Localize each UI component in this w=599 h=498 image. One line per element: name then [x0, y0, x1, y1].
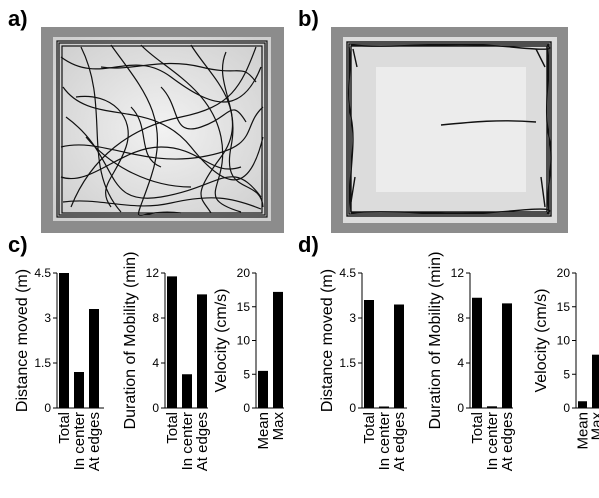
bar-d-velocity-0 — [578, 401, 587, 408]
category-label: In center — [484, 412, 501, 470]
bar-d-distance-0 — [364, 300, 374, 408]
y-tick-label: 5 — [243, 367, 250, 381]
y-axis-label: Duration of Mobility (min) — [122, 252, 139, 430]
panel-label-c: c) — [8, 232, 28, 257]
y-tick-label: 12 — [451, 266, 465, 280]
y-tick-label: 0 — [349, 401, 356, 415]
category-label: In center — [376, 412, 393, 470]
y-axis-label: Velocity (cm/s) — [533, 288, 550, 392]
category-label: Total — [469, 412, 486, 444]
bar-c-duration-0 — [167, 276, 177, 408]
y-tick-label: 8 — [457, 311, 464, 325]
category-label: Total — [164, 412, 181, 444]
arena-track-b — [343, 37, 557, 223]
category-label: Max — [270, 412, 287, 441]
category-label: At edges — [86, 412, 103, 471]
category-label: At edges — [499, 412, 516, 471]
category-label: Mean — [575, 412, 592, 450]
bar-c-distance-0 — [59, 273, 69, 408]
bar-d-duration-1 — [487, 406, 497, 408]
y-tick-label: 0 — [457, 401, 464, 415]
y-tick-label: 1.5 — [339, 356, 356, 370]
y-tick-label: 10 — [237, 334, 251, 348]
bar-d-distance-1 — [379, 406, 389, 408]
category-label: At edges — [391, 412, 408, 471]
bar-c-distance-2 — [89, 309, 99, 408]
y-tick-label: 0 — [563, 401, 570, 415]
category-label: Mean — [255, 412, 272, 450]
category-label: Max — [589, 412, 599, 441]
bar-d-duration-0 — [472, 297, 482, 408]
y-tick-label: 5 — [563, 367, 570, 381]
track-lines — [56, 40, 268, 218]
bar-d-velocity-1 — [592, 354, 599, 408]
bar-c-distance-1 — [74, 372, 84, 408]
panel-label-d: d) — [298, 232, 319, 257]
y-tick-label: 12 — [146, 266, 160, 280]
category-label: Total — [361, 412, 378, 444]
bar-c-duration-2 — [197, 294, 207, 408]
y-tick-label: 8 — [152, 311, 159, 325]
y-tick-label: 15 — [557, 300, 571, 314]
arena-image-a — [41, 27, 284, 233]
y-tick-label: 10 — [557, 334, 571, 348]
y-tick-label: 1.5 — [34, 356, 51, 370]
y-tick-label: 20 — [557, 266, 571, 280]
y-tick-label: 4 — [457, 356, 464, 370]
y-tick-label: 3 — [44, 311, 51, 325]
y-tick-label: 4 — [152, 356, 159, 370]
panel-label-a: a) — [8, 6, 28, 31]
arena-track-a — [53, 37, 271, 221]
bar-d-duration-2 — [502, 303, 512, 408]
category-label: Total — [56, 412, 73, 444]
category-label: In center — [71, 412, 88, 470]
category-label: At edges — [194, 412, 211, 471]
category-label: In center — [179, 412, 196, 470]
y-tick-label: 0 — [44, 401, 51, 415]
y-axis-label: Velocity (cm/s) — [213, 288, 230, 392]
y-axis-label: Duration of Mobility (min) — [427, 252, 444, 430]
y-tick-label: 0 — [243, 401, 250, 415]
bar-c-velocity-1 — [273, 291, 283, 408]
bar-c-duration-1 — [182, 374, 192, 408]
bar-c-velocity-0 — [258, 370, 268, 408]
y-tick-label: 4.5 — [34, 266, 51, 280]
track-lines — [346, 41, 552, 217]
y-tick-label: 20 — [237, 266, 251, 280]
y-tick-label: 15 — [237, 300, 251, 314]
bar-d-distance-2 — [394, 304, 404, 408]
panel-label-b: b) — [298, 6, 319, 31]
y-tick-label: 3 — [349, 311, 356, 325]
y-tick-label: 4.5 — [339, 266, 356, 280]
arena-image-b — [331, 27, 568, 233]
y-tick-label: 0 — [152, 401, 159, 415]
y-axis-label: Distance moved (m) — [319, 269, 336, 412]
y-axis-label: Distance moved (m) — [14, 269, 31, 412]
